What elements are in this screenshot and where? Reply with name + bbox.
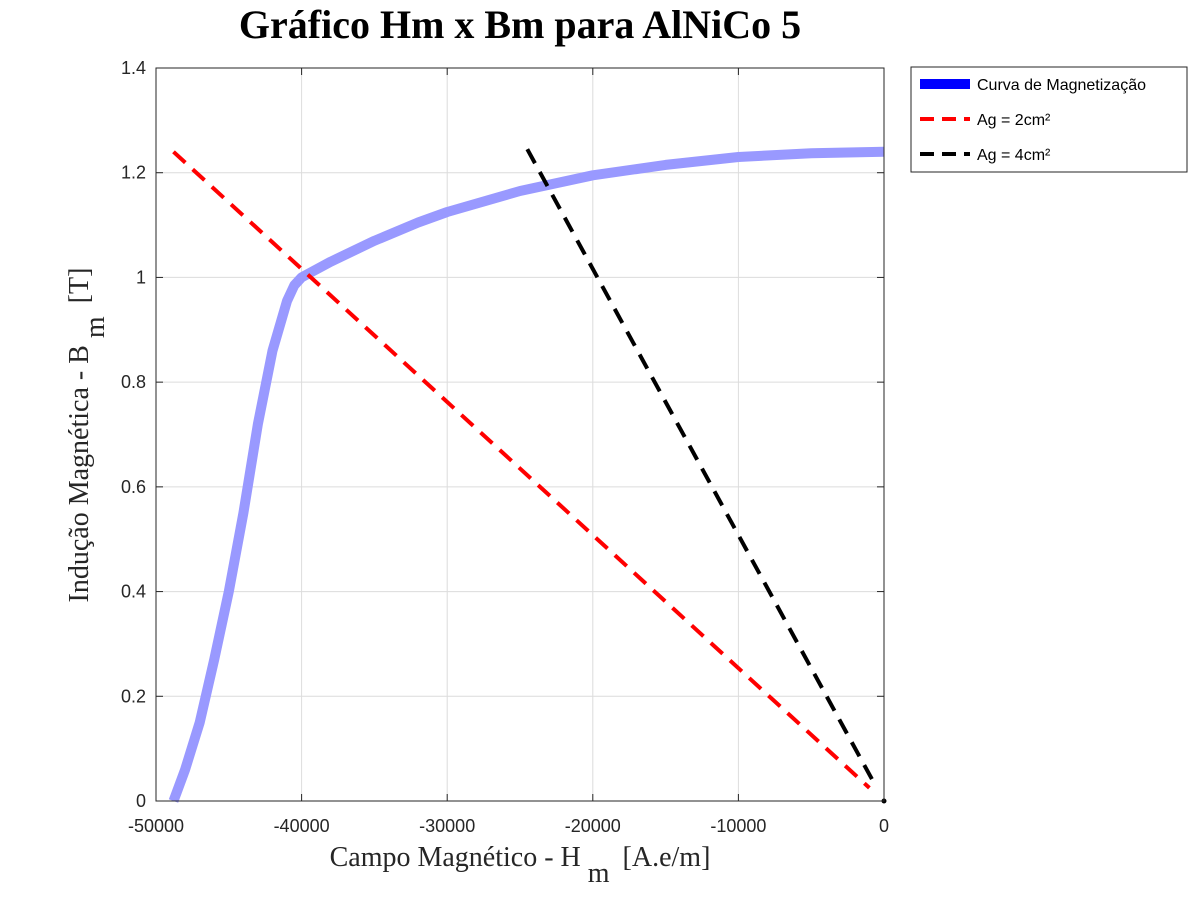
y-tick-label: 0.6 [121,477,146,497]
axis-ticks [155,67,885,802]
x-axis-label: Campo Magnético - H m [A.e/m] [330,842,711,889]
x-tick-label: -50000 [128,816,184,836]
y-tick-label: 1.4 [121,58,146,78]
x-axis-label-unit: [A.e/m] [623,842,711,873]
y-tick-label: 0.2 [121,686,146,706]
y-tick-labels: 0 0.2 0.4 0.6 0.8 1 1.2 1.4 [121,58,146,811]
y-axis-label-main: Indução Magnética - B [64,345,95,602]
x-axis-label-subscript: m [588,858,610,889]
x-tick-label: -30000 [419,816,475,836]
y-axis-label-group: Indução Magnética - B m [T] [64,268,111,603]
x-tick-label: -10000 [710,816,766,836]
y-tick-label: 0.4 [121,582,146,602]
y-tick-label: 0.8 [121,372,146,392]
legend-entries: Curva de Magnetização Ag = 2cm² Ag = 4cm² [920,77,1146,164]
legend-label: Curva de Magnetização [977,77,1146,94]
series-line-magnetization-curve [168,146,885,803]
plot-area [155,67,887,804]
y-tick-label: 0 [136,791,146,811]
y-axis-label: Indução Magnética - B m [T] [64,268,111,603]
x-tick-labels: -50000 -40000 -30000 -20000 -10000 0 [128,816,889,836]
y-tick-label: 1.2 [121,163,146,183]
x-tick-label: 0 [879,816,889,836]
legend: Curva de Magnetização Ag = 2cm² Ag = 4cm² [910,66,1188,173]
x-tick-label: -40000 [274,816,330,836]
y-axis-label-unit: [T] [64,268,95,304]
legend-label: Ag = 2cm² [977,112,1051,129]
legend-label: Ag = 4cm² [977,147,1051,164]
series-line-load-2 [525,148,878,787]
x-axis-label-main: Campo Magnético - H [330,842,581,873]
chart-title: Gráfico Hm x Bm para AlNiCo 5 [239,2,801,47]
plot-background [156,68,884,801]
x-tick-label: -20000 [565,816,621,836]
y-tick-label: 1 [136,267,146,287]
series-line-load-1 [172,150,871,790]
plot-frame [155,67,885,802]
y-axis-label-subscript: m [80,316,111,338]
